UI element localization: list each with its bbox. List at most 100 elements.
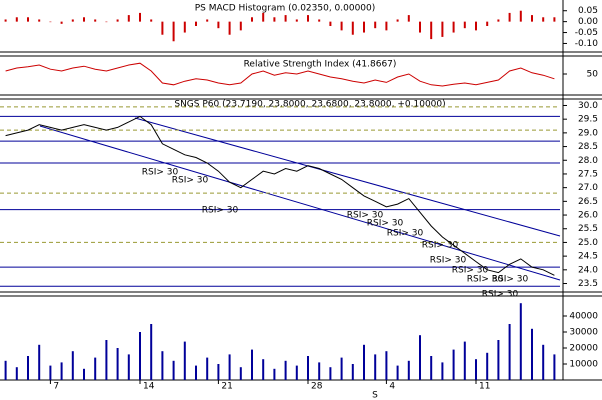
bar <box>195 21 197 26</box>
y-tick-label: 29.0 <box>578 128 598 138</box>
annotation: RSI> 30 <box>482 290 519 300</box>
y-tick-label: 20000 <box>569 344 598 354</box>
bar <box>94 19 97 22</box>
bar <box>217 364 220 380</box>
x-tick-label: 28 <box>311 382 323 392</box>
y-tick-label: 23.5 <box>578 279 598 289</box>
bar <box>228 354 231 380</box>
x-tick-label: 21 <box>221 382 232 392</box>
bar <box>441 362 444 380</box>
annotation: RSI> 30 <box>347 211 384 221</box>
chart-title: SNGS P60 (23.7190, 23.8000, 23.6800, 23.… <box>174 100 445 110</box>
y-tick-label: 28.5 <box>578 142 598 152</box>
bar <box>519 10 522 22</box>
bar <box>374 21 377 29</box>
bar <box>363 21 365 33</box>
bar <box>150 19 153 22</box>
bar <box>71 351 74 380</box>
bar <box>441 21 444 37</box>
chart-title: PS MACD Histogram (0.02350, 0.00000) <box>195 4 376 14</box>
bar <box>295 19 298 22</box>
annotation: RSI> 30 <box>452 266 489 276</box>
bar <box>318 362 321 380</box>
bar <box>251 17 253 22</box>
bar <box>307 15 309 22</box>
y-tick-label: 25.0 <box>578 238 598 248</box>
month-label: S <box>372 391 378 400</box>
y-tick-label: 50 <box>587 70 599 80</box>
annotation: RSI> 30 <box>202 206 239 216</box>
y-tick-label: 28.0 <box>578 156 598 166</box>
bar <box>15 17 18 22</box>
y-tick-label: 25.5 <box>578 224 598 234</box>
trend-line <box>134 117 561 237</box>
bar <box>262 359 265 380</box>
bar <box>475 21 477 31</box>
y-tick-label: 24.0 <box>578 265 598 275</box>
y-tick-label: -0.10 <box>575 39 599 49</box>
y-tick-label: 0.05 <box>578 6 598 16</box>
bar <box>542 344 545 380</box>
line <box>5 115 555 276</box>
bar <box>497 19 500 22</box>
bar <box>553 354 556 380</box>
bar <box>139 332 141 380</box>
bar <box>452 21 455 33</box>
bar <box>452 349 455 380</box>
bar <box>127 15 130 22</box>
y-tick-label: 29.5 <box>578 115 598 125</box>
bar <box>307 356 309 380</box>
x-tick-label: 14 <box>143 382 155 392</box>
bar <box>385 351 388 380</box>
bar <box>284 15 287 22</box>
x-tick-label: 7 <box>53 382 59 392</box>
chart-title: Relative Strength Index (41.8667) <box>244 60 397 70</box>
bar <box>105 21 108 23</box>
bar <box>183 21 186 33</box>
bar <box>385 21 388 31</box>
bar <box>430 21 433 40</box>
bar <box>463 341 466 380</box>
bar <box>49 21 52 23</box>
bar <box>239 21 242 31</box>
bar <box>497 340 500 380</box>
x-tick-label: 4 <box>389 382 395 392</box>
bar <box>419 335 421 380</box>
bar <box>318 19 321 22</box>
y-tick-label: 30000 <box>569 328 598 338</box>
bar <box>60 362 63 380</box>
bar <box>284 360 287 380</box>
bar <box>351 364 354 380</box>
y-tick-label: 27.0 <box>578 183 598 193</box>
bar <box>340 21 343 31</box>
bar <box>531 15 533 22</box>
bar <box>38 344 41 380</box>
y-tick-label: 0.00 <box>578 17 598 27</box>
bar <box>4 19 7 22</box>
bar <box>172 360 175 380</box>
bar <box>273 368 276 380</box>
bar <box>127 354 130 380</box>
annotation: RSI> 30 <box>430 256 467 266</box>
bar <box>71 19 74 22</box>
bar <box>531 328 533 380</box>
bar <box>150 324 153 380</box>
bar <box>217 21 220 29</box>
x-tick-label: 11 <box>479 382 490 392</box>
annotation: RSI> 30 <box>172 176 209 186</box>
bar <box>4 360 7 380</box>
bar <box>407 15 410 22</box>
annotation: RSI> 30 <box>142 168 179 178</box>
bar <box>553 17 556 22</box>
bar <box>363 344 365 380</box>
annotation: RSI> 30 <box>387 229 424 239</box>
bar <box>463 21 466 29</box>
bar <box>38 19 41 22</box>
bar <box>251 349 253 380</box>
bar <box>519 303 522 380</box>
bar <box>351 21 354 35</box>
bar <box>206 19 209 22</box>
bar <box>60 21 63 24</box>
bar <box>239 367 242 380</box>
